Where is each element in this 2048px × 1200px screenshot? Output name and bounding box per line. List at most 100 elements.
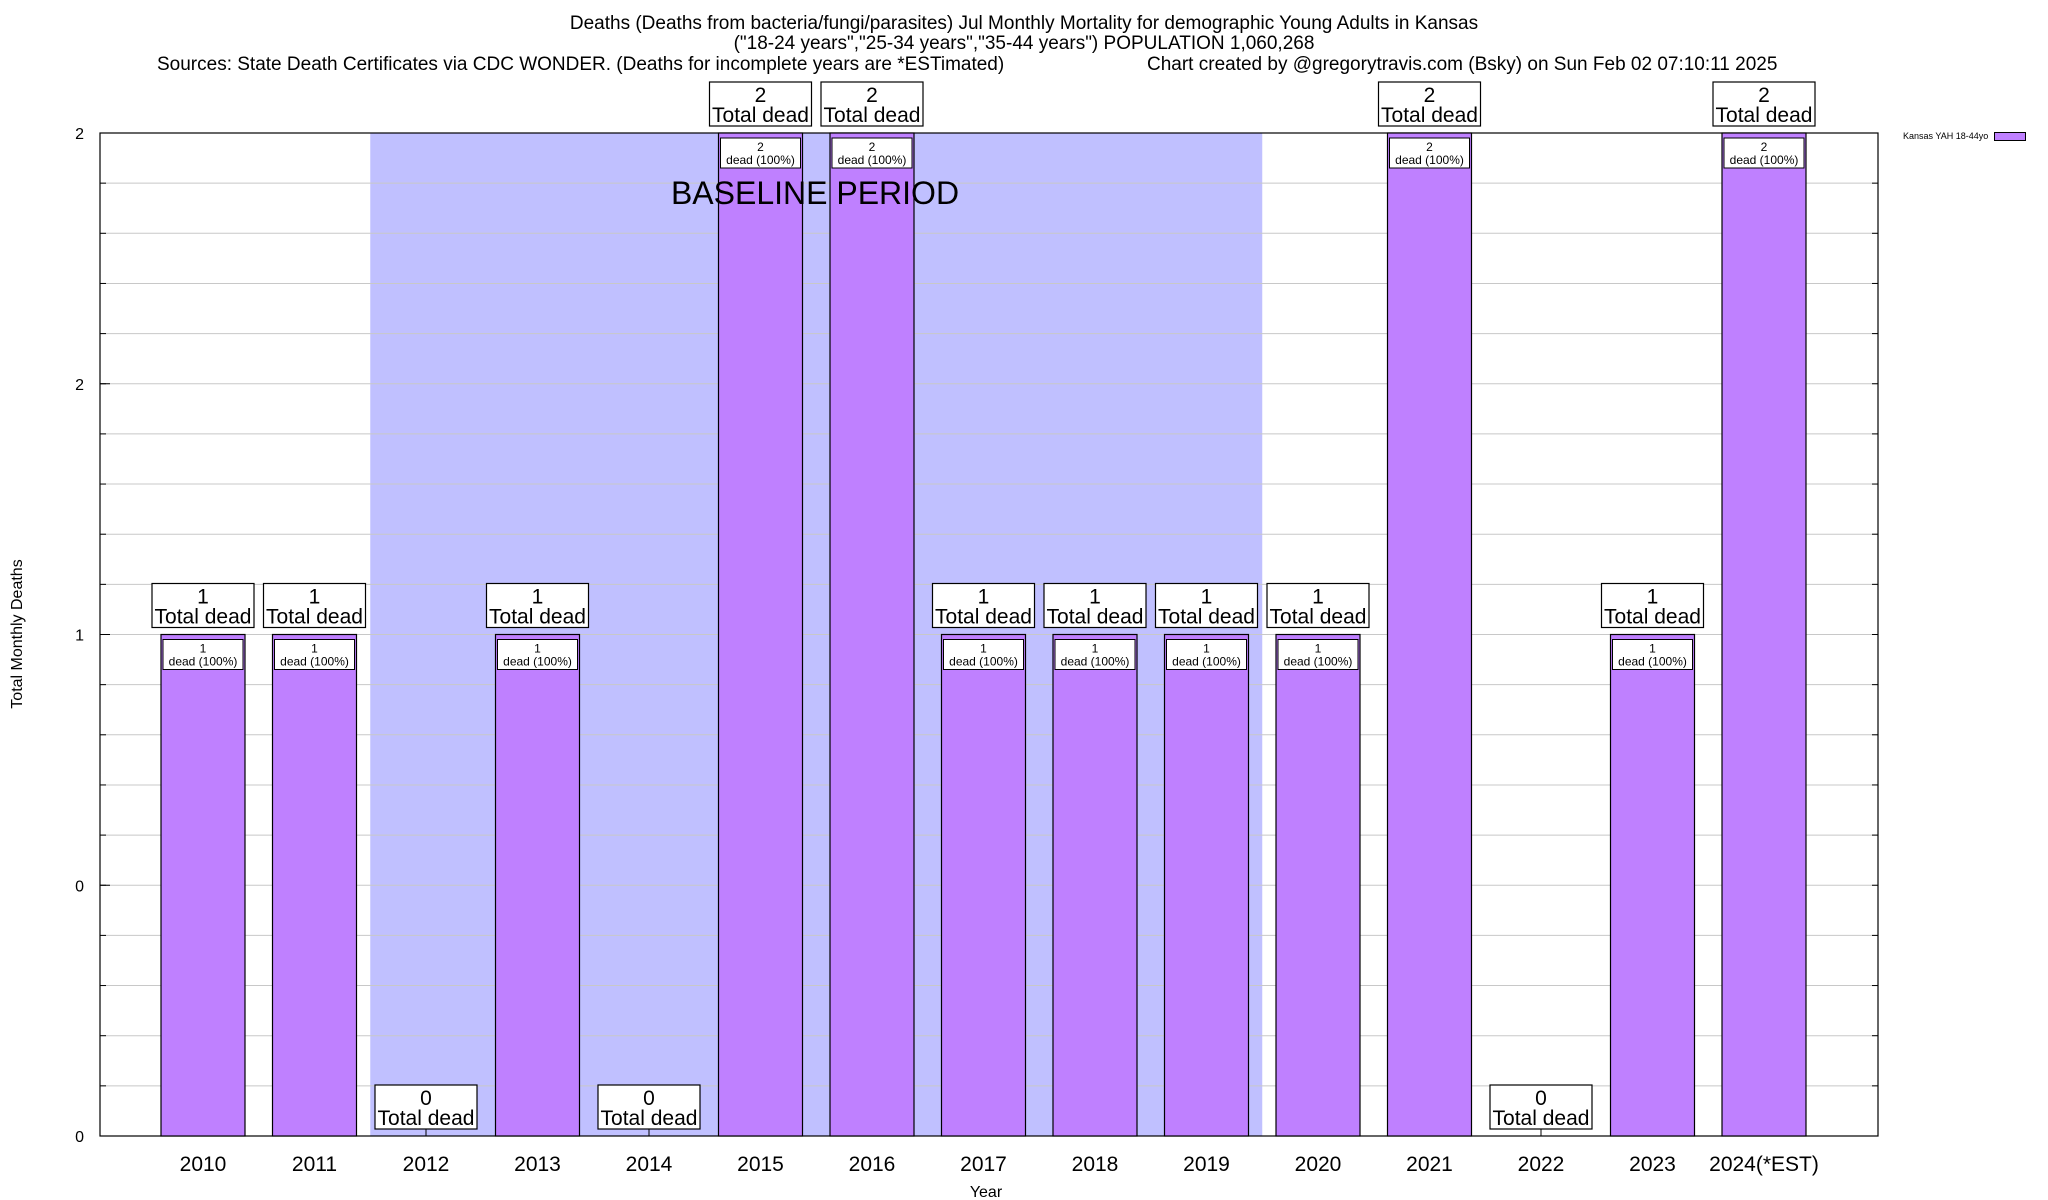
bar-inner-label-box: [943, 639, 1024, 670]
bar: [1163, 633, 1250, 1137]
total-dead-value: 1: [1312, 586, 1324, 609]
total-dead-label: Total dead: [266, 606, 363, 629]
total-dead-label-box: [485, 582, 590, 629]
bar-inner-label: dead (100%): [1172, 655, 1241, 669]
bar-inner-label: dead (100%): [1618, 655, 1687, 669]
legend-label: Kansas YAH 18-44yo: [1903, 131, 1989, 141]
total-dead-label-box: [262, 582, 367, 629]
total-dead-label: Total dead: [378, 1107, 475, 1130]
total-dead-label: Total dead: [1604, 606, 1701, 629]
total-dead-label-box: [820, 81, 924, 127]
bar-inner-label-box: [1166, 639, 1247, 670]
bar: [160, 633, 246, 1137]
bar-inner-label-box: [162, 639, 244, 670]
bar-inner-label-box: [720, 137, 801, 169]
total-dead-label-box: [708, 81, 813, 127]
bar-inner-label: dead (100%): [503, 655, 572, 669]
bar-inner-label-box: [1723, 137, 1805, 169]
total-dead-label-box: [1266, 582, 1370, 629]
bar: [1386, 132, 1473, 1137]
total-dead-value: 1: [1647, 586, 1659, 609]
bar-inner-value: 1: [1649, 642, 1656, 656]
x-tick-label: 2018: [1072, 1153, 1119, 1176]
bar-inner-value: 2: [1761, 140, 1768, 154]
bar-inner-label: dead (100%): [1284, 655, 1353, 669]
x-tick-label: 2024(*EST): [1709, 1153, 1819, 1176]
bar-inner-label-box: [1277, 639, 1359, 670]
chart-credit: Chart created by @gregorytravis.com (Bsk…: [1147, 54, 1778, 75]
bar-inner-label-box: [831, 137, 913, 169]
legend-swatch: [1994, 131, 2027, 141]
total-dead-value: 0: [643, 1087, 655, 1110]
y-tick-label: 2: [75, 377, 84, 394]
total-dead-label-box: [1712, 81, 1816, 127]
total-dead-label: Total dead: [1158, 606, 1255, 629]
x-tick-label: 2017: [960, 1153, 1007, 1176]
bar-inner-label: dead (100%): [1061, 655, 1130, 669]
total-dead-value: 1: [532, 586, 544, 609]
x-tick-label: 2020: [1295, 1153, 1342, 1176]
x-tick-label: 2011: [292, 1153, 337, 1176]
total-dead-label-box: [931, 582, 1036, 629]
bar-inner-label: dead (100%): [280, 655, 349, 669]
total-dead-label-box: [1377, 81, 1482, 127]
x-tick-label: 2014: [626, 1153, 673, 1176]
x-tick-label: 2016: [849, 1153, 896, 1176]
bar-inner-label: dead (100%): [949, 655, 1018, 669]
total-dead-value: 1: [197, 586, 209, 609]
bar-inner-value: 1: [1092, 642, 1099, 656]
bar: [1275, 633, 1361, 1137]
total-dead-value: 1: [309, 586, 321, 609]
bar-inner-label-box: [1389, 137, 1470, 169]
bar-inner-value: 1: [1203, 642, 1210, 656]
bar: [717, 132, 804, 1137]
bar-inner-label: dead (100%): [1395, 153, 1464, 167]
total-dead-label: Total dead: [1493, 1107, 1590, 1130]
total-dead-value: 2: [1758, 84, 1770, 107]
bar-inner-label: dead (100%): [838, 153, 907, 167]
total-dead-label-box: [1043, 582, 1147, 629]
total-dead-value: 1: [1089, 586, 1101, 609]
x-tick-label: 2022: [1518, 1153, 1565, 1176]
x-tick-label: 2013: [514, 1153, 561, 1176]
chart-title-line-2: ("18-24 years","25-34 years","35-44 year…: [733, 33, 1315, 54]
x-tick-label: 2012: [403, 1153, 450, 1176]
bar-inner-label-box: [274, 639, 355, 670]
x-tick-label: 2010: [180, 1153, 227, 1176]
x-axis-title: Year: [970, 1184, 1003, 1200]
bar-inner-value: 1: [200, 642, 207, 656]
total-dead-label: Total dead: [935, 606, 1032, 629]
x-tick-label: 2023: [1629, 1153, 1676, 1176]
bar: [829, 132, 915, 1137]
total-dead-label-box: [374, 1084, 478, 1130]
bar-inner-label-box: [1612, 639, 1693, 670]
total-dead-label-box: [1154, 582, 1259, 629]
bar-inner-value: 2: [869, 140, 876, 154]
total-dead-value: 2: [1424, 84, 1436, 107]
total-dead-label: Total dead: [824, 104, 921, 127]
bar-inner-label-box: [497, 639, 578, 670]
y-tick-label: 2: [75, 126, 84, 143]
total-dead-label-box: [151, 582, 255, 629]
total-dead-label-box: [1489, 1084, 1593, 1130]
x-tick-label: 2021: [1406, 1153, 1453, 1176]
total-dead-label: Total dead: [1270, 606, 1367, 629]
total-dead-label: Total dead: [1716, 104, 1813, 127]
x-tick-label: 2015: [737, 1153, 784, 1176]
bar-inner-value: 2: [757, 140, 764, 154]
chart-title-line-1: Deaths (Deaths from bacteria/fungi/paras…: [569, 13, 1479, 34]
y-axis-title: Total Monthly Deaths: [9, 559, 26, 708]
bar: [1609, 633, 1696, 1137]
bar-inner-value: 1: [1315, 642, 1322, 656]
bar-inner-value: 1: [311, 642, 318, 656]
baseline-period-label: BASELINE PERIOD: [671, 175, 959, 211]
bar: [940, 633, 1027, 1137]
chart-sources: Sources: State Death Certificates via CD…: [157, 54, 1005, 75]
total-dead-label: Total dead: [155, 606, 252, 629]
bar-inner-label-box: [1054, 639, 1136, 670]
y-tick-label: 0: [75, 1129, 84, 1146]
total-dead-label-box: [1600, 582, 1705, 629]
y-tick-label: 1: [75, 628, 84, 645]
total-dead-label: Total dead: [1381, 104, 1478, 127]
x-tick-label: 2019: [1183, 1153, 1230, 1176]
